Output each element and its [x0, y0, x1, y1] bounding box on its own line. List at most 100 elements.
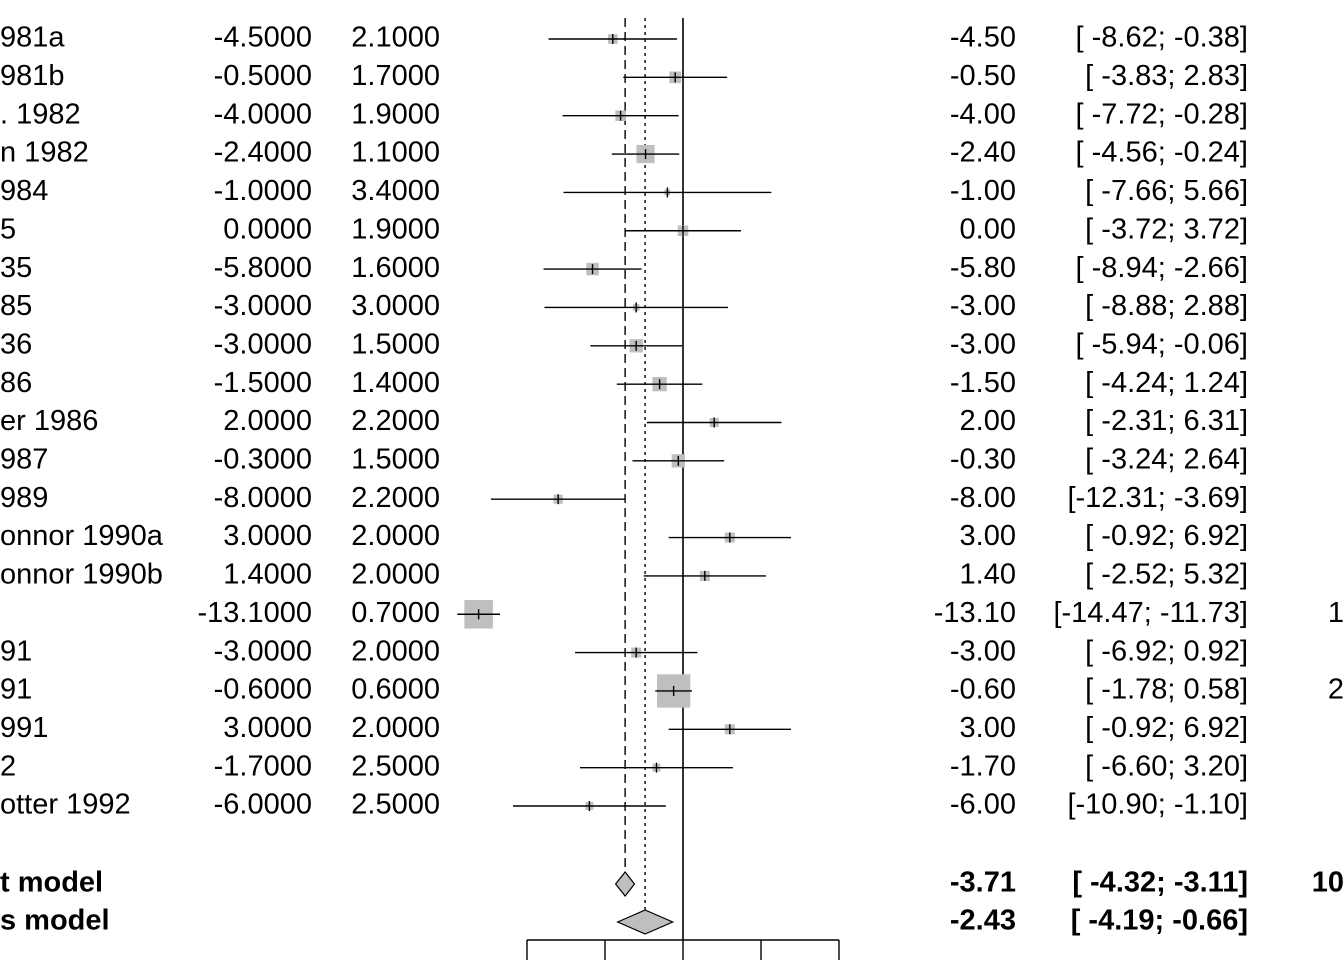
- study-label: onnor 1990b: [0, 559, 163, 591]
- pooled-weight: 10: [1312, 867, 1344, 899]
- study-label: er 1986: [0, 405, 98, 437]
- study-label: 91: [0, 674, 32, 706]
- study-te: -6.0000: [214, 789, 312, 821]
- study-te: 2.0000: [223, 405, 312, 437]
- study-estimate: 2.00: [960, 405, 1016, 437]
- study-te: -1.0000: [214, 175, 312, 207]
- study-te: -2.4000: [214, 137, 312, 169]
- study-te: -0.5000: [214, 60, 312, 92]
- study-ci: [ -4.56; -0.24]: [1076, 137, 1249, 169]
- study-te: -1.5000: [214, 367, 312, 399]
- study-estimate: 1.40: [960, 559, 1016, 591]
- study-estimate: -1.50: [950, 367, 1016, 399]
- study-estimate: -1.70: [950, 750, 1016, 782]
- study-label: 91: [0, 635, 32, 667]
- study-ci: [ -0.92; 6.92]: [1085, 520, 1248, 552]
- study-estimate: -13.10: [934, 597, 1016, 629]
- study-ci: [ -7.66; 5.66]: [1085, 175, 1248, 207]
- study-se: 1.7000: [351, 60, 440, 92]
- study-se: 3.0000: [351, 290, 440, 322]
- study-label: 984: [0, 175, 48, 207]
- study-te: -3.0000: [214, 290, 312, 322]
- study-te: -3.0000: [214, 328, 312, 360]
- study-te: -4.0000: [214, 98, 312, 130]
- study-estimate: -6.00: [950, 789, 1016, 821]
- pooled-label: s model: [0, 905, 110, 937]
- study-label: 989: [0, 482, 48, 514]
- study-ci: [ -3.72; 3.72]: [1085, 213, 1248, 245]
- study-ci: [ -5.94; -0.06]: [1076, 328, 1249, 360]
- study-te: -0.3000: [214, 444, 312, 476]
- study-weight: 1: [1328, 597, 1344, 629]
- study-se: 3.4000: [351, 175, 440, 207]
- study-estimate: -0.50: [950, 60, 1016, 92]
- study-se: 2.2000: [351, 482, 440, 514]
- study-estimate: -3.00: [950, 290, 1016, 322]
- pooled-estimate: -2.43: [950, 905, 1016, 937]
- pooled-estimate: -3.71: [950, 867, 1016, 899]
- fixed-effect-diamond: [614, 871, 636, 897]
- study-se: 1.9000: [351, 98, 440, 130]
- study-estimate: 3.00: [960, 712, 1016, 744]
- study-se: 2.2000: [351, 405, 440, 437]
- study-label: 36: [0, 328, 32, 360]
- study-se: 2.0000: [351, 520, 440, 552]
- study-label: 35: [0, 252, 32, 284]
- study-se: 1.1000: [351, 137, 440, 169]
- study-te: 0.0000: [223, 213, 312, 245]
- study-label: 86: [0, 367, 32, 399]
- study-estimate: -8.00: [950, 482, 1016, 514]
- study-label: 981a: [0, 22, 65, 54]
- study-se: 1.4000: [351, 367, 440, 399]
- study-se: 2.5000: [351, 789, 440, 821]
- study-weight: 2: [1328, 674, 1344, 706]
- study-se: 2.0000: [351, 559, 440, 591]
- study-label: 85: [0, 290, 32, 322]
- study-te: -1.7000: [214, 750, 312, 782]
- study-ci: [-10.90; -1.10]: [1067, 789, 1248, 821]
- study-te: 1.4000: [223, 559, 312, 591]
- study-se: 1.9000: [351, 213, 440, 245]
- study-estimate: -1.00: [950, 175, 1016, 207]
- study-se: 0.7000: [351, 597, 440, 629]
- study-estimate: -4.50: [950, 22, 1016, 54]
- study-se: 2.1000: [351, 22, 440, 54]
- study-ci: [ -1.78; 0.58]: [1085, 674, 1248, 706]
- pooled-label: t model: [0, 867, 103, 899]
- study-se: 2.0000: [351, 712, 440, 744]
- study-ci: [ -7.72; -0.28]: [1076, 98, 1249, 130]
- pooled-ci: [ -4.19; -0.66]: [1071, 905, 1248, 937]
- study-ci: [ -3.83; 2.83]: [1085, 60, 1248, 92]
- study-estimate: 0.00: [960, 213, 1016, 245]
- study-se: 1.5000: [351, 328, 440, 360]
- study-estimate: -4.00: [950, 98, 1016, 130]
- study-se: 1.5000: [351, 444, 440, 476]
- study-se: 2.0000: [351, 635, 440, 667]
- study-ci: [ -6.60; 3.20]: [1085, 750, 1248, 782]
- study-te: -8.0000: [214, 482, 312, 514]
- random-effect-diamond: [616, 909, 675, 935]
- study-ci: [ -0.92; 6.92]: [1085, 712, 1248, 744]
- study-label: . 1982: [0, 98, 81, 130]
- study-label: n 1982: [0, 137, 89, 169]
- study-ci: [ -3.24; 2.64]: [1085, 444, 1248, 476]
- study-estimate: -3.00: [950, 635, 1016, 667]
- study-ci: [-14.47; -11.73]: [1053, 597, 1248, 629]
- study-ci: [ -8.88; 2.88]: [1085, 290, 1248, 322]
- study-se: 0.6000: [351, 674, 440, 706]
- study-estimate: 3.00: [960, 520, 1016, 552]
- study-label: 991: [0, 712, 48, 744]
- study-se: 2.5000: [351, 750, 440, 782]
- study-te: -13.1000: [198, 597, 313, 629]
- study-label: onnor 1990a: [0, 520, 164, 552]
- study-te: -3.0000: [214, 635, 312, 667]
- study-estimate: -5.80: [950, 252, 1016, 284]
- study-te: 3.0000: [223, 712, 312, 744]
- study-ci: [ -8.62; -0.38]: [1076, 22, 1249, 54]
- study-te: -5.8000: [214, 252, 312, 284]
- study-label: 981b: [0, 60, 65, 92]
- study-ci: [ -6.92; 0.92]: [1085, 635, 1248, 667]
- study-estimate: -0.30: [950, 444, 1016, 476]
